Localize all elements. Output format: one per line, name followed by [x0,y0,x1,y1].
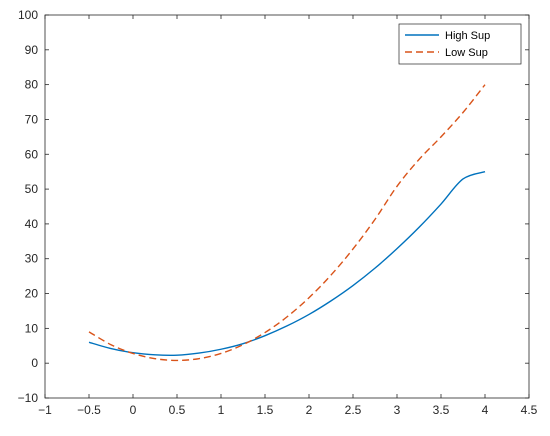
series-line-low-sup [88,84,486,362]
y-tick-label: 30 [25,252,39,266]
x-tick-label: −0.5 [77,403,101,417]
legend-label: Low Sup [445,47,488,59]
x-tick-label: 4 [482,403,489,417]
x-tick-label: 3.5 [433,403,450,417]
x-tick-label: 2.5 [345,403,362,417]
x-tick-label: 4.5 [521,403,538,417]
series-line-high-sup [88,171,486,356]
y-tick-label: 70 [25,112,39,126]
y-tick-label: 40 [25,217,39,231]
legend-box [398,23,522,65]
legend: High Sup Low Sup [398,23,522,65]
y-tick-label: 60 [25,147,39,161]
y-tick-label: 50 [25,182,39,196]
axes-box [44,14,530,399]
x-tick-label: 1.5 [257,403,274,417]
x-tick-label: 3 [394,403,401,417]
y-tick-label: 90 [25,43,39,57]
plot-lines [88,84,486,362]
x-tick-label: 1 [218,403,225,417]
y-tick-label: 100 [18,8,38,22]
y-tick-label: −10 [18,391,39,405]
x-tick-label: 2 [306,403,313,417]
legend-label: High Sup [445,30,490,42]
y-tick-label: 10 [25,321,39,335]
x-tick-label: 0.5 [169,403,186,417]
y-tick-label: 80 [25,78,39,92]
y-tick-label: 20 [25,287,39,301]
axes: −1 −0.5 0 0.5 1 1.5 2 2.5 3 3.5 4 4.5 −10 0 10 20 30 40 50… [18,8,538,417]
x-tick-label: 0 [130,403,137,417]
x-tick-label: −1 [38,403,52,417]
y-tick-label: 0 [31,356,38,370]
